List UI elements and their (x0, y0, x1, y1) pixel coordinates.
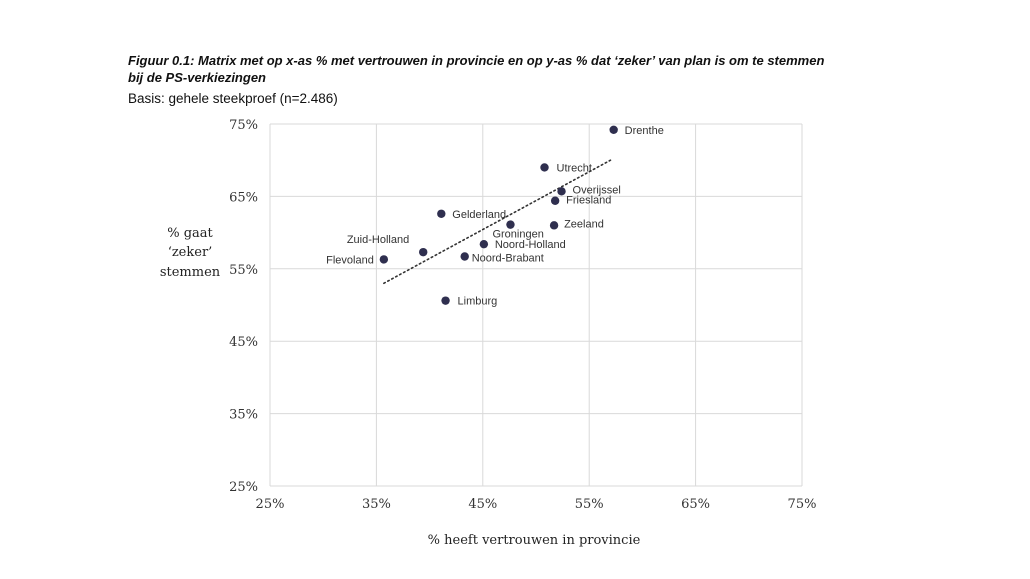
x-tick-label: 75% (788, 497, 817, 512)
chart-subtitle: Basis: gehele steekproef (n=2.486) (128, 91, 338, 106)
data-point-friesland (550, 196, 560, 205)
x-tick-label: 35% (362, 497, 391, 512)
point-label-overijssel: Overijssel (573, 184, 621, 196)
data-point-zeeland (549, 221, 559, 230)
grid (269, 123, 803, 487)
y-tick-label: 25% (229, 480, 258, 495)
y-tick-label: 75% (229, 118, 258, 133)
point-label-noord-holland: Noord-Holland (495, 239, 566, 251)
point-label-noord-brabant: Noord-Brabant (472, 252, 544, 264)
x-tick-label: 55% (575, 497, 604, 512)
x-axis-ticks: 25% 35% 45% 55% 65% 75% (256, 497, 817, 512)
point-label-drenthe: Drenthe (625, 125, 664, 137)
data-point-flevoland (379, 255, 389, 264)
data-point-utrecht (540, 163, 549, 172)
x-axis-label: % heeft vertrouwen in provincie (428, 533, 641, 548)
y-axis-label-line-3: stemmen (160, 265, 221, 280)
data-point-drenthe (609, 125, 618, 134)
point-label-friesland: Friesland (566, 195, 611, 207)
data-point-overijssel (557, 187, 566, 196)
point-label-flevoland: Flevoland (326, 254, 374, 266)
chart-title: Figuur 0.1: Matrix met op x-as % met ver… (128, 53, 825, 85)
x-tick-label: 25% (256, 497, 285, 512)
point-label-zeeland: Zeeland (564, 218, 604, 230)
data-points (379, 125, 618, 305)
data-point-zuid-holland (419, 247, 428, 257)
y-axis-label-line-2: ‘zeker’ (168, 245, 213, 260)
x-tick-label: 45% (468, 497, 497, 512)
point-label-groningen: Groningen (492, 229, 543, 241)
y-tick-label: 65% (229, 190, 258, 205)
data-point-gelderland (437, 209, 446, 218)
x-tick-label: 65% (681, 497, 710, 512)
y-axis-label-line-1: % gaat (167, 226, 213, 241)
point-label-zuid-holland: Zuid-Holland (347, 234, 409, 246)
y-tick-label: 55% (229, 263, 258, 278)
y-axis-ticks: 25% 35% 45% 55% 65% 75% (229, 118, 258, 495)
data-point-noord-brabant (460, 252, 469, 261)
y-tick-label: 35% (229, 408, 258, 423)
point-label-limburg: Limburg (458, 296, 498, 308)
data-point-noord-holland (479, 239, 489, 249)
point-label-gelderland: Gelderland (452, 209, 506, 221)
y-tick-label: 45% (229, 335, 258, 350)
point-label-utrecht: Utrecht (557, 162, 592, 174)
data-point-groningen (506, 220, 515, 229)
data-point-limburg (441, 296, 450, 305)
